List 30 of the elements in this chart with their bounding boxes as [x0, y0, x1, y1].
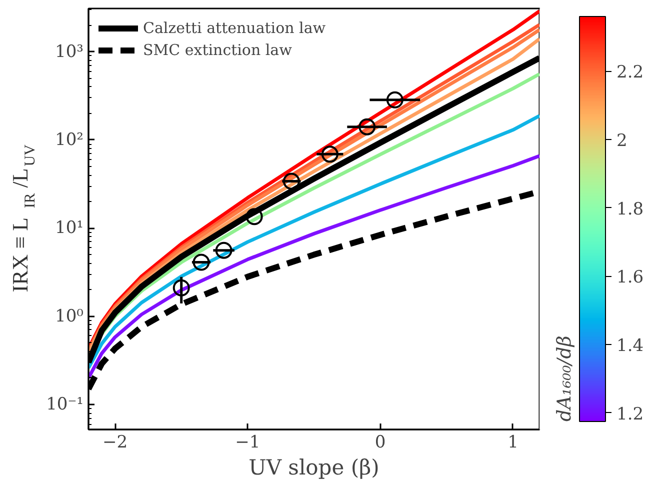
color-bar-label: 1.8: [616, 199, 644, 220]
point: [321, 146, 338, 163]
legend-label: Calzetti attenuation law: [143, 19, 326, 37]
point: [386, 91, 404, 108]
point: [358, 118, 376, 136]
color-bar-label: 1.4: [616, 336, 644, 356]
color-bar-label: 2.2: [616, 62, 644, 83]
x-tick-label: 1: [508, 432, 518, 452]
color-bar-title: dA₁₆₀₀/dβ: [554, 336, 576, 422]
x-axis-title: UV slope (β): [248, 456, 380, 480]
y-tick-label: 10¹: [55, 218, 84, 238]
color-bar-label: 1.6: [616, 268, 644, 288]
y-tick-label: 10²: [55, 130, 84, 150]
y-tick-label: 10⁻¹: [46, 394, 84, 414]
point: [172, 279, 190, 296]
x-tick-label: 0: [374, 432, 386, 452]
color-bar-label: 2: [616, 131, 628, 152]
point: [246, 208, 263, 226]
y-axis-title: IRX ≡ LIR/LUV: [8, 144, 38, 292]
x-tick-label: −1: [235, 432, 260, 452]
line-series: [88, 154, 540, 380]
line-series: [88, 114, 540, 370]
point: [192, 254, 210, 271]
y-tick-label: 10³: [55, 42, 84, 62]
point: [282, 172, 300, 190]
color-bar-label: 1.2: [616, 404, 644, 424]
point: [215, 242, 232, 259]
x-tick-label: −2: [102, 432, 128, 452]
legend-label: SMC extinction law: [143, 41, 292, 59]
y-tick-label: 10⁰: [55, 306, 84, 326]
